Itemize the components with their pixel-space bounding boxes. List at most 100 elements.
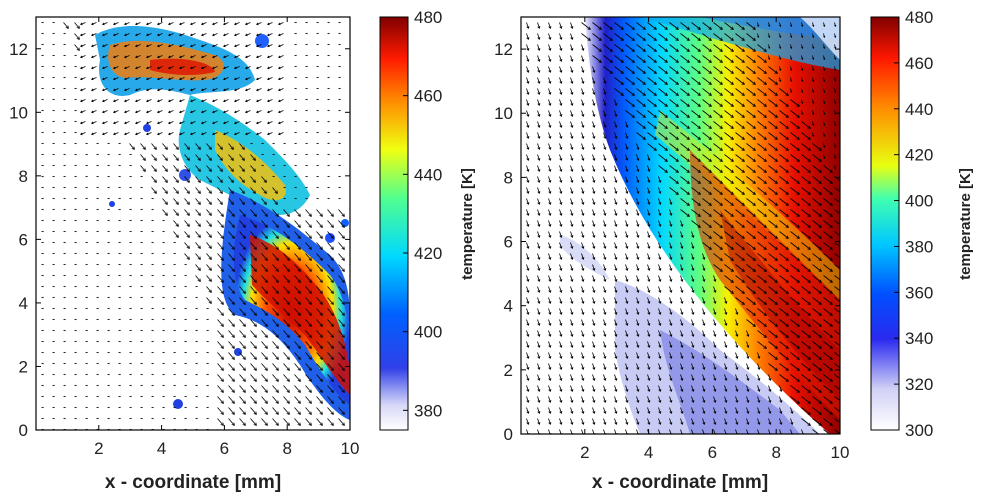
left-vector-head — [164, 146, 168, 150]
left-vector — [217, 264, 224, 272]
right-vector — [647, 143, 657, 151]
right-vector-head — [763, 114, 767, 118]
right-vector-head — [741, 224, 745, 228]
right-vector — [603, 231, 606, 238]
left-vector-head — [75, 98, 77, 101]
right-vector — [735, 429, 738, 434]
right-vector — [548, 297, 551, 304]
left-vector-head — [141, 395, 143, 398]
left-vector-head — [86, 340, 88, 343]
right-vector-head — [570, 355, 574, 359]
left-vector-head — [267, 132, 270, 136]
right-vector — [823, 418, 833, 426]
right-vector — [691, 220, 701, 228]
right-vector-head — [570, 168, 574, 172]
right-vector-head — [647, 333, 651, 337]
left-vector-head — [91, 77, 94, 81]
right-vector-head — [526, 58, 530, 62]
right-vector — [834, 198, 840, 204]
left-vector — [124, 110, 130, 113]
right-vector-head — [697, 59, 701, 63]
left-vector-head — [241, 157, 245, 161]
left-vector — [272, 264, 279, 272]
right-vector-head — [785, 180, 789, 184]
right-vector — [702, 253, 705, 260]
left-vector-head — [264, 213, 268, 217]
right-vector-head — [581, 69, 585, 73]
right-vector-head — [548, 113, 552, 117]
right-vector-head — [752, 26, 756, 30]
right-vector-head — [774, 158, 778, 162]
right-vector-head — [818, 268, 822, 272]
right-vector — [603, 242, 606, 249]
left-vector-head — [242, 323, 246, 327]
right-vector — [735, 154, 745, 162]
right-vector — [625, 297, 628, 304]
right-vector-head — [746, 377, 750, 381]
right-vector-head — [647, 377, 651, 381]
right-vector-head — [603, 399, 607, 403]
right-vector-head — [763, 290, 767, 294]
right-vector — [603, 22, 613, 30]
left-vector-head — [108, 318, 110, 321]
right-vector-head — [735, 344, 739, 348]
right-vector-head — [548, 234, 552, 238]
right-vector — [779, 264, 789, 272]
right-vector-head — [675, 147, 679, 151]
left-vector-head — [185, 340, 187, 343]
left-vector-head — [275, 301, 279, 305]
right-vector — [812, 374, 822, 382]
right-vector — [691, 77, 701, 85]
left-vector-head — [135, 132, 138, 136]
left-vector-head — [141, 186, 143, 189]
left-vector-head — [42, 21, 44, 24]
left-vector-head — [141, 263, 143, 266]
left-vector — [217, 374, 224, 382]
left-vector-head — [242, 312, 246, 316]
left-vector-head — [152, 274, 154, 277]
right-vector-head — [763, 235, 767, 239]
right-vector — [647, 308, 650, 315]
left-vector — [179, 55, 185, 58]
left-vector — [283, 319, 290, 327]
right-vector — [658, 242, 661, 249]
right-vector — [570, 374, 573, 381]
right-vector-head — [708, 224, 712, 228]
left-vector-head — [341, 246, 345, 250]
right-vector — [823, 429, 830, 434]
right-vector — [658, 176, 661, 183]
right-vector — [724, 231, 734, 239]
right-vector-head — [724, 311, 728, 315]
right-vector — [823, 363, 833, 371]
right-vector — [724, 165, 734, 173]
left-vector-head — [53, 340, 55, 343]
left-vector — [272, 198, 278, 205]
right-vector — [581, 264, 584, 271]
right-vector-head — [752, 37, 756, 41]
right-vector-head — [818, 411, 822, 415]
left-vector-head — [130, 175, 132, 178]
right-vector-head — [841, 258, 844, 261]
right-vector — [669, 385, 672, 392]
right-vector-head — [526, 179, 530, 183]
left-vector — [239, 363, 246, 371]
left-vector-head — [146, 99, 149, 103]
right-vector-head — [702, 322, 706, 326]
right-vector-head — [526, 91, 530, 95]
right-vector-head — [785, 367, 789, 371]
right-vector-head — [841, 269, 844, 272]
left-vector-head — [275, 356, 279, 360]
right-vector-head — [548, 80, 552, 84]
left-vector-head — [220, 257, 224, 261]
right-vector-head — [752, 323, 756, 327]
left-vector — [195, 143, 201, 150]
right-colorbar-tick-label: 420 — [905, 146, 933, 165]
left-vector — [305, 275, 312, 283]
left-vector — [250, 275, 257, 283]
right-vector — [658, 110, 668, 118]
right-vector-head — [785, 147, 789, 151]
left-vector-head — [97, 142, 99, 145]
right-vector-head — [719, 202, 723, 206]
right-vector — [680, 385, 683, 392]
right-vector — [713, 264, 723, 272]
